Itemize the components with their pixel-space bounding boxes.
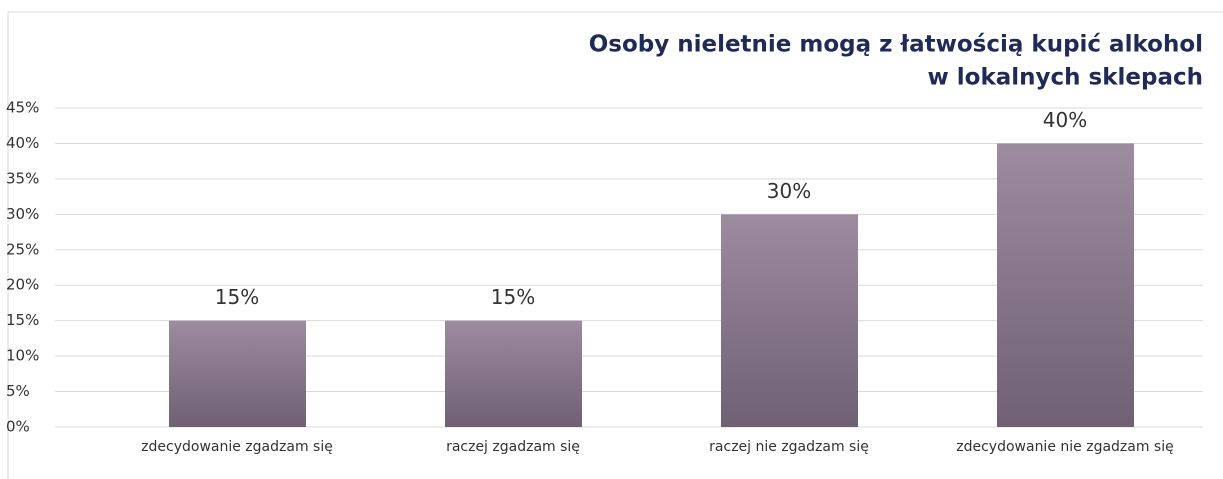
value-label: 30%	[767, 179, 811, 203]
y-tick-label: 25%	[6, 240, 39, 258]
y-tick-label: 15%	[6, 311, 39, 329]
y-tick-label: 35%	[6, 169, 39, 187]
value-label: 40%	[1043, 108, 1087, 132]
y-tick-label: 30%	[6, 205, 39, 223]
value-label: 15%	[215, 285, 259, 309]
chart-title: w lokalnych sklepach	[928, 65, 1203, 91]
chart-border	[7, 11, 1223, 479]
y-tick-label: 10%	[6, 347, 39, 365]
x-tick-label: zdecydowanie nie zgadzam się	[956, 439, 1173, 455]
y-tick-label: 20%	[6, 276, 39, 294]
bar	[997, 143, 1134, 427]
value-label: 15%	[491, 285, 535, 309]
x-tick-label: raczej zgadzam się	[446, 439, 580, 455]
x-tick-label: zdecydowanie zgadzam się	[141, 439, 333, 455]
bar	[169, 320, 306, 427]
y-tick-label: 40%	[6, 134, 39, 152]
bar	[445, 320, 582, 427]
chart-title: Osoby nieletnie mogą z łatwością kupić a…	[589, 32, 1203, 58]
y-tick-label: 45%	[6, 99, 39, 117]
bar	[721, 214, 858, 427]
x-tick-label: raczej nie zgadzam się	[709, 439, 869, 455]
y-tick-label: 0%	[6, 418, 30, 436]
y-tick-label: 5%	[6, 382, 30, 400]
